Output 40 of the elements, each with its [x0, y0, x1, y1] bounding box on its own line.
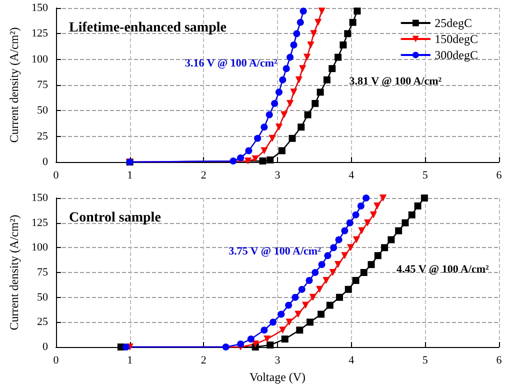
- x-tick-label: 2: [200, 170, 206, 182]
- y-tick-label: 75: [37, 266, 48, 278]
- legend-label: 150degC: [434, 32, 478, 46]
- x-tick-label: 4: [348, 354, 355, 366]
- x-tick-label: 5: [422, 354, 428, 366]
- annotation: 3.75 V @ 100 A/cm²: [228, 246, 322, 258]
- x-tick-label: 4: [348, 170, 355, 182]
- legend-label: 300degC: [434, 48, 478, 62]
- y-tick-label: 25: [37, 316, 48, 328]
- legend-label: 25degC: [434, 16, 472, 30]
- x-tick-label: 6: [496, 170, 502, 182]
- y-tick-label: 50: [37, 291, 48, 304]
- annotation: 3.16 V @ 100 A/cm²: [185, 57, 278, 70]
- x-tick-label: 1: [127, 354, 133, 366]
- y-tick-label: 25: [37, 130, 48, 142]
- annotation: 3.81 V @ 100 A/cm²: [349, 75, 442, 88]
- y-tick-label: 125: [32, 28, 48, 40]
- x-tick-label: 0: [53, 170, 60, 182]
- x-tick-label: 3: [274, 170, 281, 182]
- text: Lifetime-enhanced sample: [69, 20, 226, 36]
- y-tick-label: 0: [42, 341, 48, 353]
- y-axis-title: Current density (A/cm²): [7, 27, 21, 143]
- y-tick-label: 150: [32, 192, 48, 204]
- y-tick-label: 75: [37, 79, 48, 91]
- y-tick-label: 50: [37, 104, 48, 117]
- x-tick-label: 6: [496, 354, 502, 366]
- annotation: 4.45 V @ 100 A/cm²: [396, 264, 490, 276]
- x-tick-label: 5: [422, 170, 428, 182]
- x-tick-label: 1: [127, 170, 133, 182]
- x-tick-label: 3: [274, 354, 281, 366]
- y-tick-label: 125: [32, 216, 48, 229]
- y-tick-label: 0: [42, 156, 48, 168]
- x-axis-title: Voltage (V): [249, 370, 306, 384]
- y-tick-label: 150: [32, 2, 48, 14]
- text: Control sample: [69, 210, 161, 226]
- y-tick-label: 100: [32, 53, 48, 66]
- x-tick-label: 0: [53, 354, 60, 366]
- y-tick-label: 100: [32, 242, 48, 254]
- y-axis-title: Current density (A/cm²): [7, 214, 21, 330]
- x-tick-label: 2: [200, 354, 206, 366]
